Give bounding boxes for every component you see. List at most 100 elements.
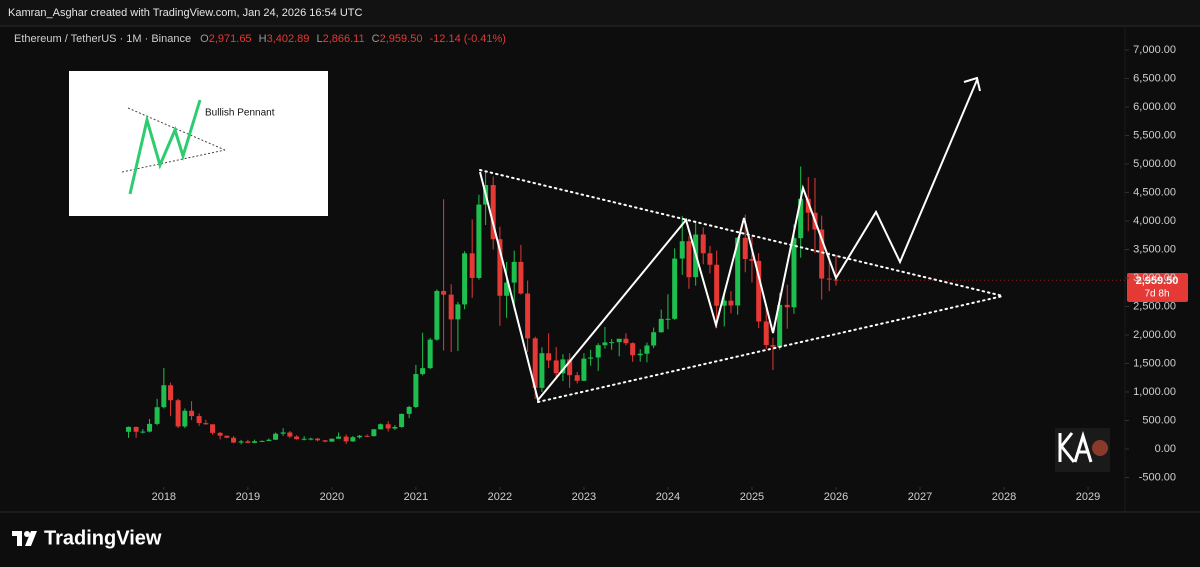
- candle-body: [406, 406, 412, 414]
- candle-body: [182, 410, 188, 427]
- x-tick-label: 2021: [404, 491, 428, 503]
- candle-body: [434, 290, 440, 340]
- y-tick-label: 4,500.00: [1133, 186, 1176, 198]
- candle-body: [602, 342, 608, 346]
- candle-body: [147, 423, 153, 432]
- zigzag-path: [479, 79, 978, 403]
- candle-body: [798, 198, 804, 239]
- legend-value: 2,971.65: [209, 33, 252, 45]
- candle-body: [287, 432, 293, 437]
- inset-background: [69, 71, 328, 216]
- y-tick-label: 500.00: [1142, 414, 1176, 426]
- candle-body: [497, 239, 503, 296]
- candle-body: [539, 353, 545, 388]
- candle-body: [322, 440, 328, 442]
- candle-body: [518, 261, 524, 294]
- logo-mark: [1058, 430, 1093, 463]
- candle-body: [154, 407, 160, 424]
- y-tick-label: 1,500.00: [1133, 357, 1176, 369]
- candle-body: [721, 300, 727, 306]
- pennant-lower: [537, 295, 1004, 403]
- candle-body: [343, 436, 349, 442]
- candle-body: [826, 278, 832, 280]
- x-tick-label: 2029: [1076, 491, 1100, 503]
- candle-body: [280, 432, 286, 434]
- candle-body: [588, 357, 594, 359]
- x-tick-label: 2027: [908, 491, 932, 503]
- candle-body: [532, 338, 538, 388]
- candle-body: [651, 332, 657, 346]
- candle-body: [329, 438, 335, 442]
- candle-body: [364, 435, 370, 437]
- candle-body: [476, 204, 482, 278]
- candle-body: [133, 426, 139, 432]
- logo-figure: [1092, 440, 1108, 456]
- y-tick-label: 6,000.00: [1133, 101, 1176, 113]
- header-bar: [0, 0, 1200, 26]
- y-tick-label: 6,500.00: [1133, 72, 1176, 84]
- legend-value: 2,866.11: [323, 33, 365, 45]
- candle-body: [420, 368, 426, 375]
- candle-body: [385, 424, 391, 429]
- brand-name: TradingView: [44, 527, 162, 549]
- candle-body: [301, 438, 307, 440]
- last-price-box: [1127, 273, 1188, 302]
- inset-upper-line: [127, 107, 226, 151]
- candle-body: [770, 345, 776, 347]
- pennant-upper: [479, 169, 1004, 297]
- candle-body: [224, 435, 230, 438]
- brand-logo: [12, 531, 37, 546]
- y-tick-label: 5,500.00: [1133, 129, 1176, 141]
- y-tick-label: -500.00: [1139, 471, 1176, 483]
- candle-body: [644, 345, 650, 354]
- candle-body: [504, 282, 510, 296]
- candle-body: [210, 424, 216, 433]
- candle-body: [315, 438, 321, 441]
- candle-body: [294, 436, 300, 440]
- x-tick-label: 2026: [824, 491, 848, 503]
- candle-body: [413, 374, 419, 407]
- candle-body: [168, 385, 174, 401]
- candle-body: [448, 294, 454, 320]
- candle-body: [679, 241, 685, 259]
- candle-body: [574, 375, 580, 381]
- inset-zigzag: [128, 99, 202, 195]
- candle-body: [392, 426, 398, 429]
- candle-body: [427, 339, 433, 369]
- candle-body: [469, 253, 475, 278]
- candle-body: [399, 413, 405, 427]
- candle-body: [196, 416, 202, 424]
- legend-value: 2,959.50: [380, 33, 423, 45]
- candle-body: [595, 345, 601, 358]
- y-tick-label: 4,000.00: [1133, 215, 1176, 227]
- x-tick-label: 2028: [992, 491, 1016, 503]
- candle-body: [231, 437, 237, 443]
- candle-body: [462, 253, 468, 305]
- candle-body: [252, 441, 258, 443]
- candle-body: [525, 293, 531, 339]
- candle-body: [273, 433, 279, 440]
- candle-body: [560, 359, 566, 374]
- candle-body: [630, 343, 636, 356]
- x-tick-label: 2018: [152, 491, 176, 503]
- candle-body: [217, 432, 223, 436]
- brand-icon: [25, 531, 37, 546]
- y-tick-label: 7,000.00: [1133, 44, 1176, 56]
- inset: Bullish Pennant: [69, 71, 328, 216]
- candles: [126, 166, 1125, 445]
- candle-body: [378, 424, 384, 430]
- y-tick-label: 3,000.00: [1133, 272, 1176, 284]
- y-tick-label: 1,000.00: [1133, 386, 1176, 398]
- candle-body: [161, 385, 167, 408]
- candle-body: [805, 198, 811, 213]
- legend-key: H: [259, 33, 267, 45]
- candle-body: [763, 321, 769, 346]
- candle-body: [623, 338, 629, 344]
- candle-body: [686, 241, 692, 278]
- arrow-head: [963, 76, 981, 92]
- x-tick-label: 2025: [740, 491, 764, 503]
- candle-body: [581, 358, 587, 381]
- x-tick-label: 2020: [320, 491, 344, 503]
- brand-icon: [24, 531, 30, 537]
- candle-body: [728, 300, 734, 306]
